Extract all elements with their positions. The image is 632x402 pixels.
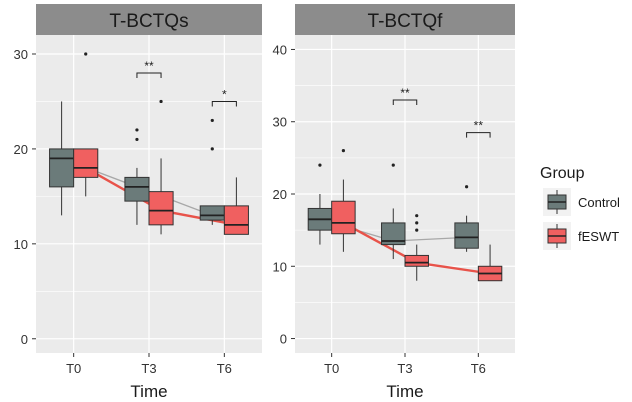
box-body [381, 222, 406, 246]
y-tick-label-20: 20 [14, 142, 28, 157]
box-body [148, 191, 174, 226]
significance-label-t3: ** [400, 86, 410, 100]
outlier-point [415, 221, 419, 225]
box-body [124, 176, 150, 202]
panel-strip-t-bctqf [295, 4, 515, 35]
outlier-point [84, 52, 88, 56]
significance-bracket-t3 [136, 72, 162, 78]
y-tick-label-10: 10 [14, 237, 28, 252]
x-tick-label-t0: T0 [66, 361, 81, 376]
annotations-t-bctqf: ** ** [392, 86, 491, 138]
legend-label-control: Control [578, 195, 620, 210]
box-control-t6 [199, 118, 225, 225]
box-feswt-t6 [223, 177, 249, 235]
y-axis-t-bctqf: 0 10 20 30 40 [273, 42, 295, 347]
box-body [404, 254, 429, 267]
significance-bracket-t3 [392, 99, 418, 106]
outlier-point [210, 118, 214, 123]
outlier-point [135, 128, 139, 132]
box-body [331, 200, 356, 235]
box-feswt-t0 [73, 52, 99, 197]
box-body [199, 205, 225, 221]
outlier-point [135, 137, 139, 142]
box-feswt-t0 [331, 149, 356, 252]
significance-label-t3: ** [144, 59, 154, 73]
y-tick-label-0: 0 [280, 332, 287, 347]
outlier-point [341, 149, 345, 153]
y-tick-label-20: 20 [273, 187, 287, 202]
significance-bracket-t6 [466, 132, 491, 138]
outlier-point [415, 214, 419, 218]
y-tick-label-0: 0 [21, 332, 28, 347]
boxes-t-bctqf [307, 149, 503, 282]
y-tick-label-40: 40 [273, 42, 287, 57]
outlier-point [210, 147, 214, 151]
box-control-t0 [307, 163, 333, 245]
significance-label-t6: * [222, 87, 227, 101]
box-feswt-t3 [148, 99, 174, 235]
legend-title: Group [540, 165, 585, 182]
y-tick-label-30: 30 [273, 115, 287, 130]
x-tick-label-t3: T3 [397, 361, 412, 376]
panel-title-t-bctqf: T-BCTQf [368, 11, 444, 32]
outlier-point [391, 163, 395, 167]
x-axis-t-bctqf: T0 T3 T6 [324, 353, 486, 376]
panel-t-bctqf: T-BCTQf 0 10 20 30 40 ** ** T0 T3 T6 Time [273, 4, 515, 401]
y-tick-label-10: 10 [273, 259, 287, 274]
significance-label-t6: ** [474, 119, 484, 133]
annotations-t-bctqs: *** [136, 59, 237, 107]
y-tick-label-30: 30 [14, 47, 28, 62]
outlier-point [318, 163, 322, 167]
box-body [454, 222, 479, 249]
legend-item-feswt: fESWT [543, 222, 619, 250]
box-body [73, 148, 99, 178]
outlier-point [465, 185, 469, 189]
outlier-point [415, 228, 419, 232]
box-feswt-t6 [477, 244, 503, 282]
x-axis-title-t-bctqs: Time [130, 382, 167, 401]
legend-label-feswt: fESWT [578, 229, 619, 244]
boxes-t-bctqs [49, 52, 249, 235]
x-axis-t-bctqs: T0 T3 T6 [66, 353, 232, 376]
panel-strip-t-bctqs [36, 4, 262, 35]
x-tick-label-t0: T0 [324, 361, 339, 376]
x-tick-label-t3: T3 [141, 361, 156, 376]
x-axis-title-t-bctqf: Time [386, 382, 423, 401]
legend: Group Control fESWT [540, 165, 620, 250]
box-control-t0 [49, 101, 75, 216]
outlier-point [159, 99, 163, 104]
panel-title-t-bctqs: T-BCTQs [109, 11, 188, 32]
y-axis-t-bctqs: 0 10 20 30 [14, 47, 36, 347]
x-tick-label-t6: T6 [217, 361, 232, 376]
significance-bracket-t6 [211, 100, 237, 107]
x-tick-label-t6: T6 [471, 361, 486, 376]
box-body [223, 205, 249, 235]
box-control-t3 [124, 128, 150, 225]
box-control-t3 [381, 163, 406, 260]
box-feswt-t3 [404, 214, 429, 281]
legend-item-control: Control [543, 188, 620, 216]
box-control-t6 [454, 185, 479, 252]
box-body [49, 148, 75, 188]
